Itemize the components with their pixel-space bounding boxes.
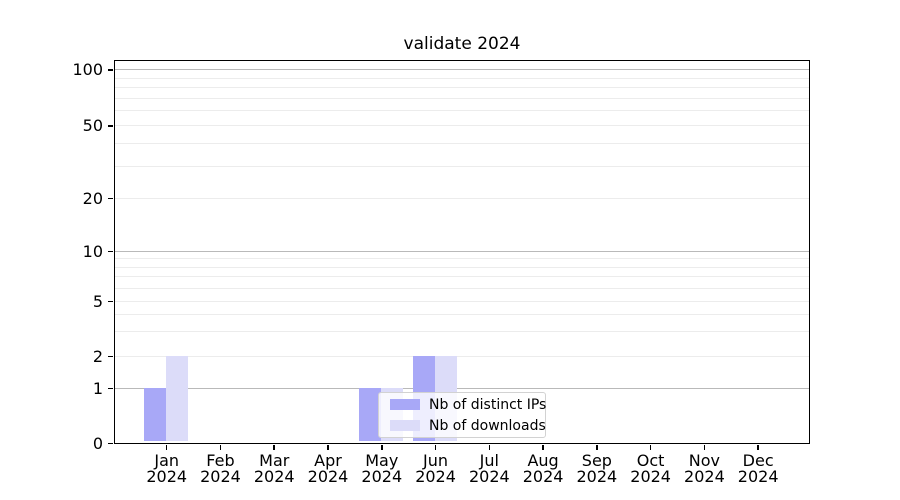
x-tick-label-feb-2024: Feb 2024	[188, 450, 252, 486]
y-tick-100	[108, 69, 113, 71]
x-tick-jan	[165, 444, 168, 450]
x-tick-label-jul-2024: Jul 2024	[457, 450, 521, 486]
legend: Nb of distinct IPs Nb of downloads	[378, 392, 546, 438]
x-tick-month: Mar	[259, 450, 290, 470]
x-tick-jun	[434, 444, 437, 450]
legend-item-downloads: Nb of downloads	[390, 416, 546, 435]
x-tick-year: 2024	[468, 466, 510, 486]
x-tick-year: 2024	[146, 466, 188, 486]
x-tick-year: 2024	[361, 466, 403, 486]
y-tick-label-1: 1	[92, 378, 103, 398]
x-tick-label-dec-2024: Dec 2024	[726, 450, 790, 486]
x-tick-nov	[703, 444, 706, 450]
gridline-major-100	[115, 69, 809, 71]
y-tick-50	[108, 125, 113, 127]
gridline-minor-8	[115, 266, 809, 268]
x-tick-label-sep-2024: Sep 2024	[565, 450, 629, 486]
x-tick-month: Aug	[527, 450, 559, 470]
gridline-minor-9	[115, 258, 809, 260]
gridline-minor-70	[115, 98, 809, 100]
x-tick-label-oct-2024: Oct 2024	[619, 450, 683, 486]
gridline-minor-6	[115, 287, 809, 289]
gridline-minor-4	[115, 314, 809, 316]
bar-distinct-ips-jan	[143, 387, 166, 441]
x-tick-label-mar-2024: Mar 2024	[242, 450, 306, 486]
x-tick-month: Nov	[688, 450, 720, 470]
x-tick-year: 2024	[307, 466, 349, 486]
x-tick-label-nov-2024: Nov 2024	[672, 450, 736, 486]
x-tick-month: Dec	[742, 450, 774, 470]
x-tick-sep	[596, 444, 598, 450]
x-tick-label-may-2024: May 2024	[350, 450, 414, 486]
x-tick-month: Feb	[206, 450, 235, 470]
gridline-minor-7	[115, 276, 809, 278]
gridline-major-1	[115, 387, 809, 389]
gridline-major-10	[115, 250, 809, 252]
x-tick-oct	[649, 444, 652, 450]
legend-item-distinct-ips: Nb of distinct IPs	[390, 395, 547, 414]
y-tick-1	[108, 387, 113, 390]
gridline-minor-40	[115, 142, 809, 144]
x-tick-dec	[757, 444, 759, 450]
y-tick-label-100: 100	[72, 60, 103, 79]
bar-distinct-ips-may	[358, 387, 381, 441]
legend-swatch-downloads	[390, 420, 420, 431]
gridline-minor-80	[115, 87, 809, 89]
gridline-minor-90	[115, 77, 809, 79]
x-tick-month: May	[365, 450, 399, 470]
x-tick-year: 2024	[200, 466, 241, 486]
x-tick-may	[380, 444, 383, 450]
y-tick-5	[108, 300, 113, 303]
x-tick-feb	[219, 444, 222, 450]
x-tick-label-jun-2024: Jun 2024	[404, 450, 468, 486]
y-tick-label-20: 20	[82, 188, 103, 208]
x-tick-mar	[273, 444, 276, 450]
x-tick-year: 2024	[253, 466, 295, 486]
x-tick-year: 2024	[415, 466, 456, 486]
gridline-minor-60	[115, 110, 809, 112]
y-tick-10	[108, 250, 113, 253]
chart-title: validate 2024	[403, 34, 521, 54]
plot-area	[114, 60, 810, 444]
gridline-minor-20	[115, 197, 809, 199]
y-tick-label-0: 0	[92, 433, 103, 453]
x-tick-aug	[542, 444, 544, 450]
x-tick-label-aug-2024: Aug 2024	[511, 450, 575, 486]
gridline-minor-50	[115, 125, 809, 127]
x-tick-year: 2024	[737, 466, 779, 486]
x-tick-month: Jun	[423, 450, 449, 470]
y-tick-2	[108, 355, 113, 358]
y-tick-20	[108, 197, 113, 200]
legend-label-distinct-ips: Nb of distinct IPs	[429, 396, 547, 413]
x-tick-label-apr-2024: Apr 2024	[296, 450, 360, 486]
x-tick-month: Apr	[314, 450, 342, 470]
x-tick-month: Oct	[636, 450, 665, 470]
legend-label-downloads: Nb of downloads	[429, 417, 546, 434]
legend-swatch-distinct-ips	[390, 399, 420, 410]
y-tick-label-5: 5	[92, 291, 103, 311]
x-tick-jul	[488, 444, 491, 450]
gridline-minor-5	[115, 300, 809, 302]
y-tick-label-2: 2	[92, 346, 103, 366]
x-tick-month: Jul	[479, 450, 499, 470]
x-tick-year: 2024	[684, 466, 725, 486]
x-tick-apr	[327, 444, 329, 450]
gridline-minor-3	[115, 331, 809, 333]
x-tick-year: 2024	[576, 466, 618, 486]
y-tick-0	[108, 442, 113, 445]
x-tick-label-jan-2024: Jan 2024	[135, 450, 199, 486]
x-tick-month: Sep	[581, 450, 612, 470]
x-tick-year: 2024	[630, 466, 671, 486]
gridline-minor-2	[115, 355, 809, 357]
y-tick-label-50: 50	[82, 116, 103, 135]
y-tick-label-10: 10	[82, 241, 103, 261]
x-tick-month: Jan	[154, 450, 180, 470]
x-tick-year: 2024	[522, 466, 564, 486]
gridline-minor-30	[115, 165, 809, 167]
bar-downloads-jan	[165, 355, 188, 441]
